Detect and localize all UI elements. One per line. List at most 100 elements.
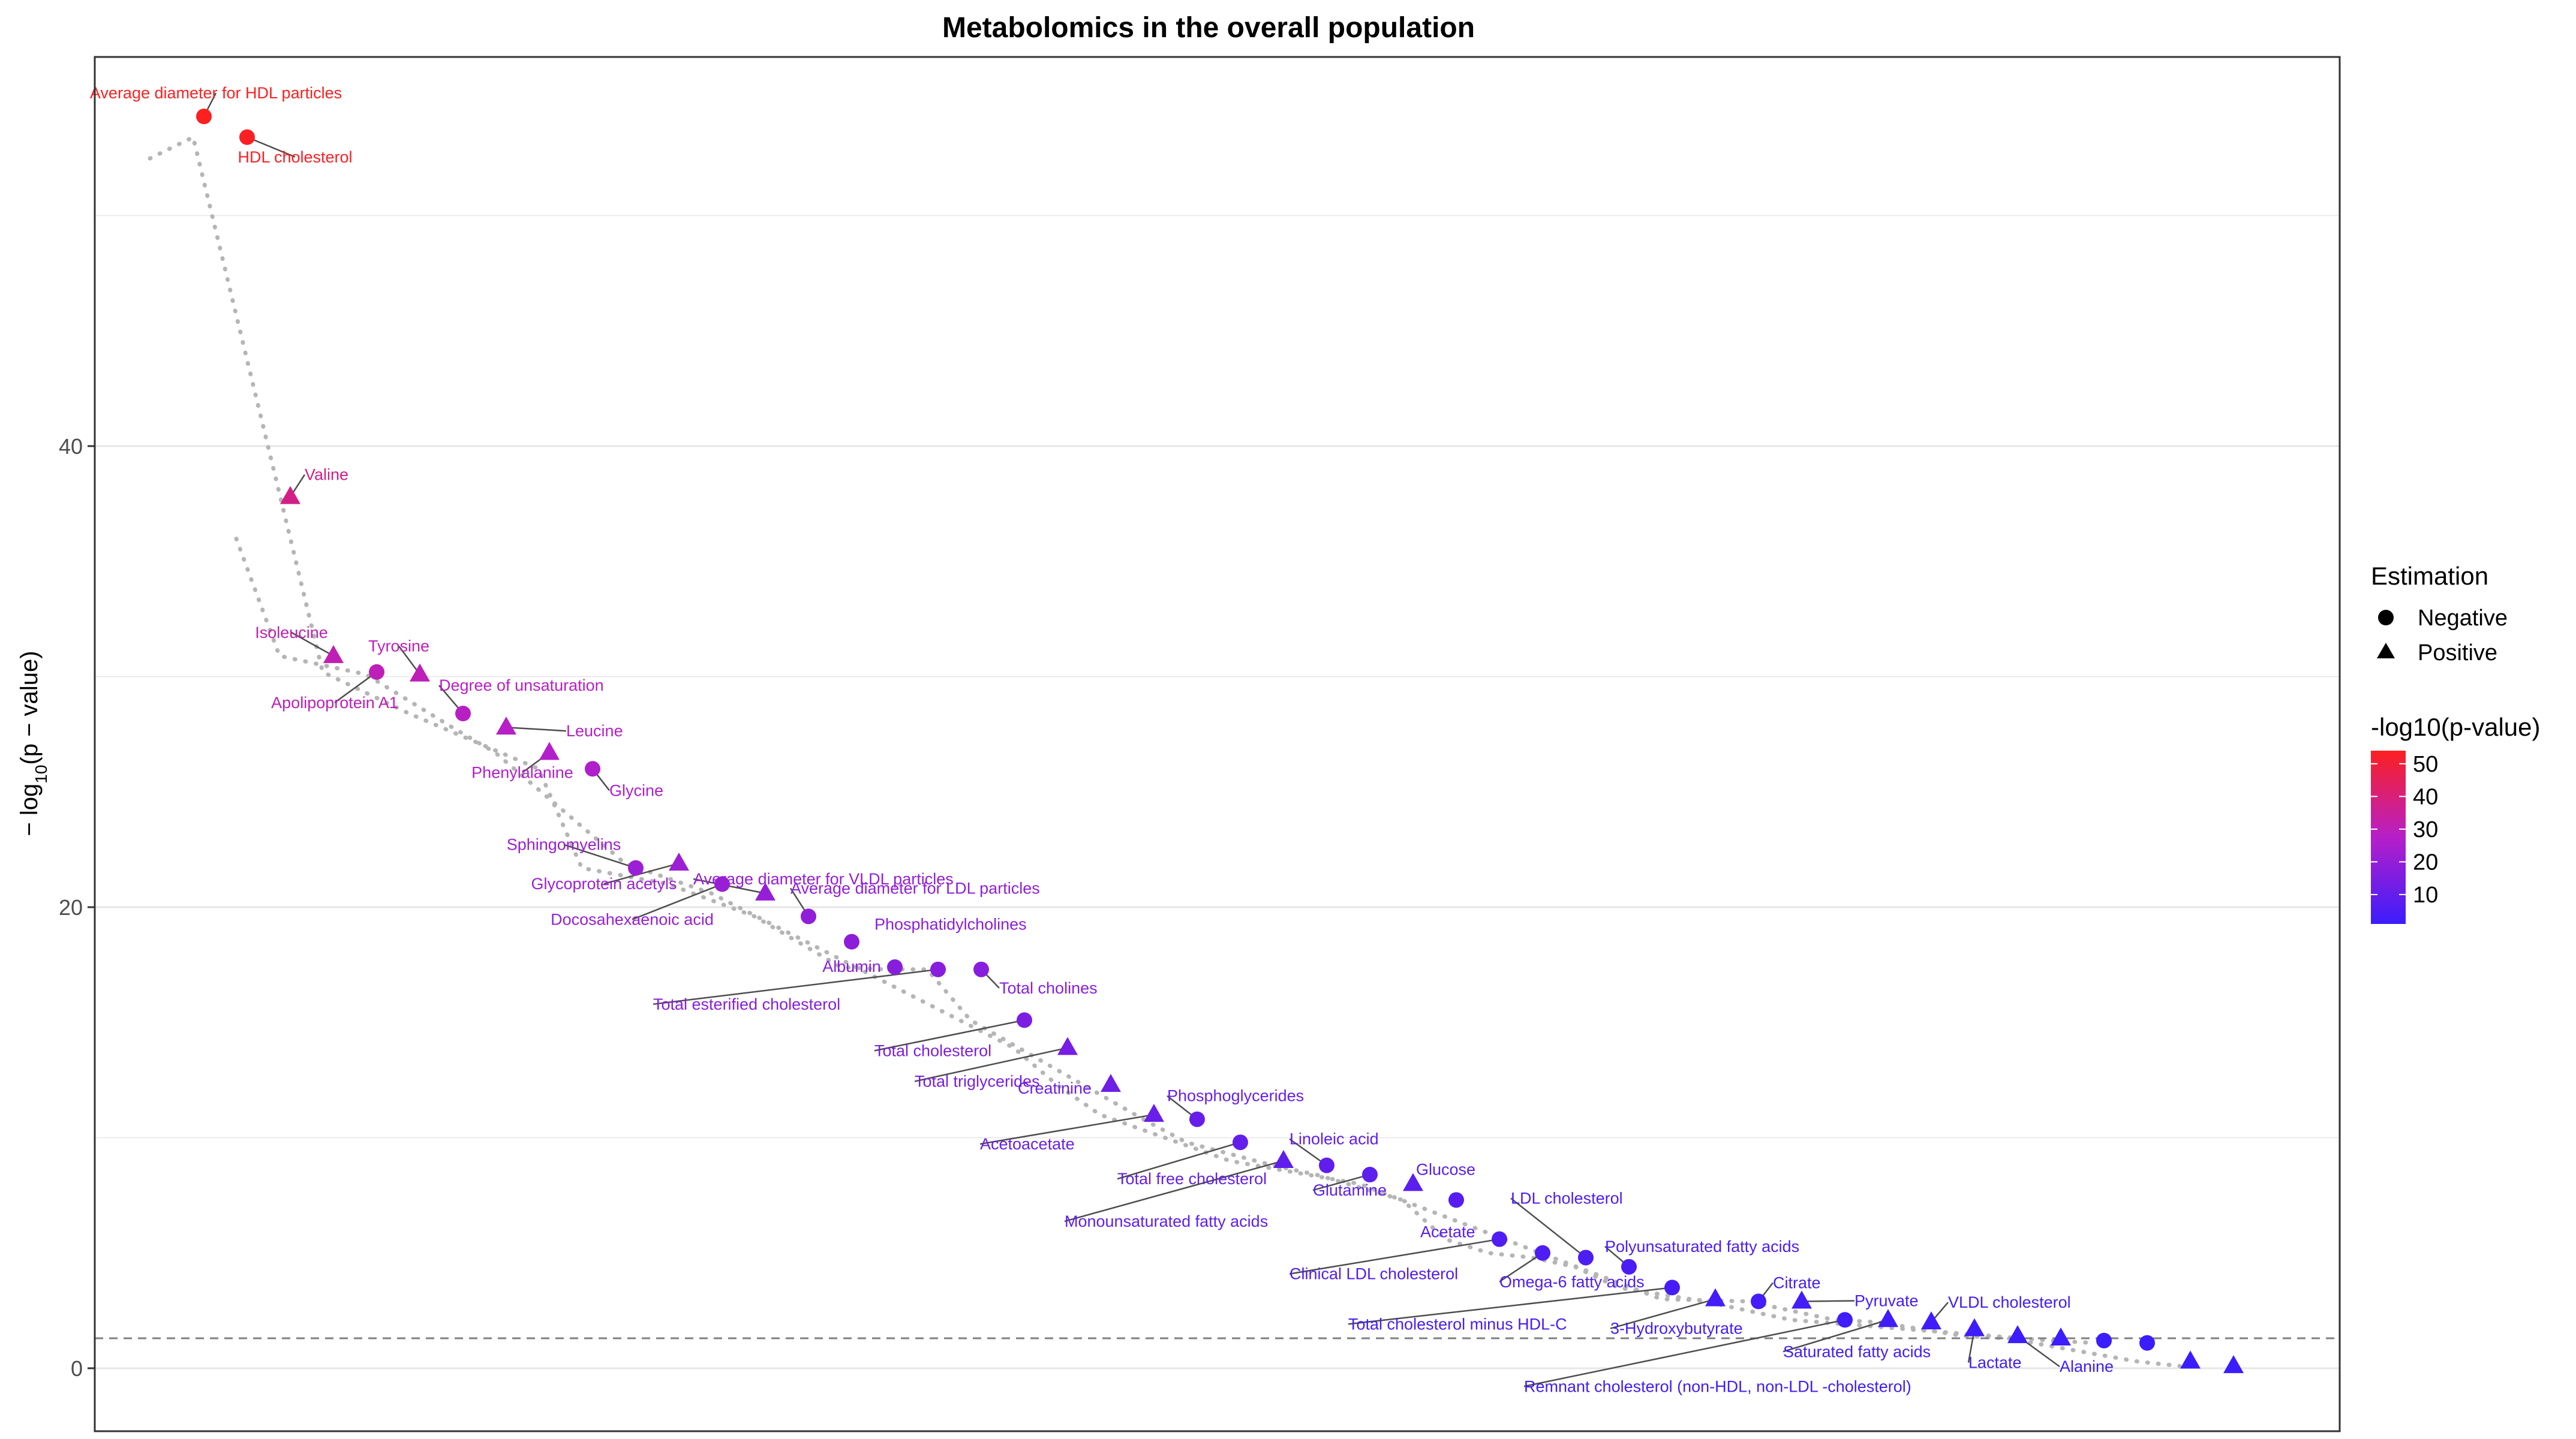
label-connector <box>874 1019 1025 1052</box>
point-label: Alanine <box>2060 1357 2114 1375</box>
label-connector <box>1117 1141 1241 1180</box>
point-positive <box>2180 1350 2201 1369</box>
colorbar-tick-label: 30 <box>2413 817 2438 842</box>
point-label: Albumin <box>822 958 881 976</box>
point-label: Clinical LDL cholesterol <box>1289 1265 1458 1283</box>
y-tick-label: 40 <box>59 434 83 459</box>
legend-negative-circle-icon <box>2378 610 2394 625</box>
label-connector <box>1064 1160 1284 1223</box>
point-label: Pyruvate <box>1854 1292 1919 1309</box>
point-positive <box>1057 1037 1078 1055</box>
label-connector <box>1312 1173 1370 1191</box>
colorbar <box>2371 751 2406 924</box>
point-negative <box>2139 1335 2155 1351</box>
point-label: Phenylalanine <box>471 763 573 781</box>
point-negative <box>369 664 384 680</box>
label-connector <box>398 645 421 675</box>
point-negative <box>801 908 816 925</box>
label-connector <box>1348 1287 1673 1325</box>
point-label: Creatinine <box>1018 1079 1092 1097</box>
point-label: Phosphoglycerides <box>1167 1087 1304 1105</box>
point-negative <box>2096 1332 2112 1348</box>
colorbar-tick-label: 20 <box>2413 850 2438 875</box>
label-connector <box>653 968 939 1006</box>
point-positive <box>669 852 689 871</box>
legend-negative-label: Negative <box>2418 606 2508 631</box>
plot-border <box>94 56 2341 1432</box>
point-positive <box>1792 1290 1812 1309</box>
point-label: Omega-6 fatty acids <box>1499 1273 1645 1291</box>
point-negative <box>1535 1245 1550 1261</box>
point-label: Saturated fatty acids <box>1783 1342 1931 1360</box>
label-connector <box>1801 1300 1855 1302</box>
point-negative <box>239 129 255 145</box>
point-label: Sphingomyelins <box>507 836 621 854</box>
label-connector <box>914 1047 1068 1082</box>
point-label: Lactate <box>1968 1354 2022 1372</box>
point-negative <box>1751 1293 1766 1309</box>
colorbar-ticks: 50 40 30 20 10 <box>2371 752 2438 908</box>
trend-line-negative <box>148 134 2096 1345</box>
data-points <box>196 109 2244 1374</box>
point-label: Glycine <box>609 781 663 799</box>
point-positive <box>1964 1318 1985 1336</box>
point-positive <box>1878 1309 1898 1327</box>
colorbar-tick-label: 10 <box>2413 883 2438 908</box>
point-label: Remnant cholesterol (non-HDL, non-LDL -c… <box>1524 1377 1911 1395</box>
point-label: Isoleucine <box>255 624 328 642</box>
point-label: Citrate <box>1773 1274 1821 1292</box>
point-positive <box>323 645 344 663</box>
point-label: VLDL cholesterol <box>1948 1293 2071 1311</box>
point-negative <box>196 109 212 125</box>
plot-panel: Average diameter for HDL particles HDL ch… <box>90 56 2341 1432</box>
point-negative <box>973 961 989 977</box>
y-axis-label-main: − log <box>16 784 43 836</box>
point-positive <box>1101 1074 1121 1092</box>
legend-color-title: -log10(p-value) <box>2371 713 2540 741</box>
point-label: Monounsaturated fatty acids <box>1065 1212 1268 1230</box>
point-label: Total esterified cholesterol <box>653 995 840 1013</box>
point-positive <box>1144 1104 1164 1122</box>
point-positive <box>755 882 775 901</box>
y-axis-label-rest: (p − value) <box>16 651 43 764</box>
y-axis-label: − log10(p − value) <box>16 651 50 836</box>
point-positive <box>2051 1327 2071 1346</box>
y-tick-label: 0 <box>71 1356 83 1381</box>
label-connector <box>1610 1298 1716 1329</box>
point-label: HDL cholesterol <box>238 148 352 166</box>
point-negative <box>844 934 859 950</box>
point-negative <box>1017 1012 1032 1028</box>
label-connector <box>1783 1319 1889 1353</box>
label-connector <box>563 844 636 869</box>
point-label: 3-Hydroxybutyrate <box>1610 1320 1743 1338</box>
point-negative <box>930 961 946 977</box>
point-label: Average diameter for LDL particles <box>790 879 1040 897</box>
point-negative <box>1448 1192 1464 1208</box>
colorbar-tick-label: 50 <box>2413 752 2438 777</box>
point-label: Total cholesterol minus HDL-C <box>1348 1315 1567 1333</box>
label-connector <box>334 671 377 703</box>
label-connector <box>603 862 680 885</box>
point-negative <box>1492 1231 1507 1247</box>
point-label: Average diameter for VLDL particles <box>693 870 954 888</box>
point-label: Glucose <box>1416 1160 1475 1178</box>
legend-positive-triangle-icon <box>2377 643 2395 658</box>
y-axis: 0 20 40 <box>59 434 95 1381</box>
y-tick-label: 20 <box>59 895 83 920</box>
point-negative <box>1621 1259 1637 1275</box>
label-connector <box>1510 1197 1586 1259</box>
chart-title: Metabolomics in the overall population <box>942 12 1475 44</box>
point-negative <box>1319 1157 1334 1173</box>
point-labels: Average diameter for HDL particles HDL ch… <box>90 84 2114 1395</box>
point-label: Phosphatidylcholines <box>874 916 1027 934</box>
point-negative <box>1233 1134 1248 1151</box>
point-negative <box>1189 1111 1205 1127</box>
point-label: Apolipoprotein A1 <box>271 694 398 712</box>
point-label: Polyunsaturated fatty acids <box>1605 1238 1799 1256</box>
point-label: Acetate <box>1420 1223 1475 1241</box>
point-negative <box>1664 1280 1680 1296</box>
trend-lines <box>148 134 2182 1368</box>
point-negative <box>628 860 644 876</box>
